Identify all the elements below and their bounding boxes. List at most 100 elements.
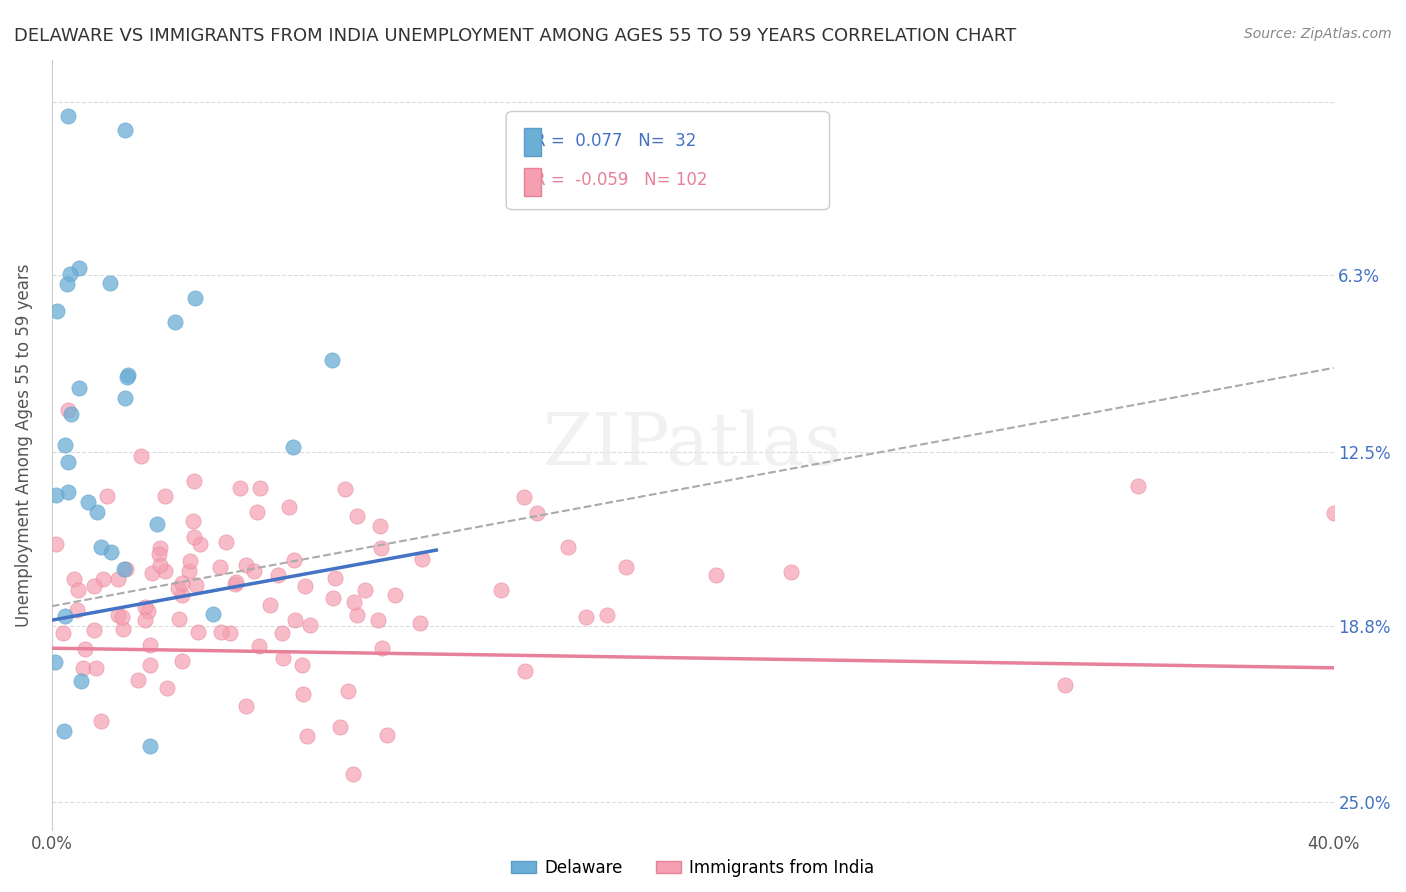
Point	[44, 655, 66, 669]
Point	[259, 598, 281, 612]
Point	[167, 581, 190, 595]
Point	[224, 577, 246, 591]
Point	[127, 673, 149, 688]
Point	[367, 613, 389, 627]
Text: R =  0.077   N=  32: R = 0.077 N= 32	[534, 132, 696, 150]
Point	[138, 638, 160, 652]
Point	[209, 625, 232, 640]
Point	[294, 579, 316, 593]
Point	[277, 500, 299, 514]
Point	[52, 723, 75, 738]
Point	[55, 277, 77, 291]
Point	[346, 509, 368, 524]
Point	[59, 407, 82, 421]
Point	[228, 482, 250, 496]
Point	[53, 608, 76, 623]
Point	[188, 537, 211, 551]
Point	[614, 559, 637, 574]
Point	[184, 291, 207, 305]
Point	[283, 553, 305, 567]
Point	[153, 489, 176, 503]
Point	[84, 660, 107, 674]
Point	[156, 681, 179, 696]
Point	[69, 674, 91, 689]
Point	[343, 594, 366, 608]
Point	[219, 626, 242, 640]
Point	[575, 610, 598, 624]
Point	[513, 490, 536, 504]
Legend: Delaware, Immigrants from India: Delaware, Immigrants from India	[505, 853, 882, 884]
Point	[596, 607, 619, 622]
Point	[183, 475, 205, 489]
Point	[291, 657, 314, 672]
Point	[149, 558, 172, 573]
Text: ZIPatlas: ZIPatlas	[543, 409, 842, 480]
Point	[298, 618, 321, 632]
Point	[146, 516, 169, 531]
Point	[148, 541, 170, 555]
Point	[333, 482, 356, 496]
Point	[52, 626, 75, 640]
Point	[321, 352, 343, 367]
Point	[292, 687, 315, 701]
Point	[93, 572, 115, 586]
Point	[170, 588, 193, 602]
Point	[56, 109, 79, 123]
Point	[322, 591, 344, 605]
Point	[186, 624, 208, 639]
Point	[353, 582, 375, 597]
Point	[112, 562, 135, 576]
Point	[45, 488, 67, 502]
Point	[63, 572, 86, 586]
Point	[297, 730, 319, 744]
Point	[163, 315, 186, 329]
Point	[271, 626, 294, 640]
Point	[77, 494, 100, 508]
Text: R =  -0.059   N= 102: R = -0.059 N= 102	[534, 171, 707, 189]
Point	[115, 370, 138, 384]
Point	[100, 544, 122, 558]
Point	[83, 579, 105, 593]
Point	[56, 403, 79, 417]
Point	[98, 276, 121, 290]
Point	[375, 728, 398, 742]
Point	[86, 505, 108, 519]
Point	[249, 482, 271, 496]
Point	[336, 684, 359, 698]
Text: Source: ZipAtlas.com: Source: ZipAtlas.com	[1244, 27, 1392, 41]
Point	[181, 515, 204, 529]
Point	[1126, 478, 1149, 492]
Point	[235, 699, 257, 714]
Point	[114, 391, 136, 405]
Point	[183, 530, 205, 544]
Point	[704, 568, 727, 582]
Point	[1322, 507, 1344, 521]
Point	[139, 658, 162, 673]
Point	[114, 122, 136, 136]
Point	[45, 537, 67, 551]
Point	[73, 641, 96, 656]
Point	[169, 612, 191, 626]
Point	[72, 661, 94, 675]
Point	[134, 613, 156, 627]
Point	[246, 506, 269, 520]
Point	[107, 572, 129, 586]
Point	[56, 454, 79, 468]
Point	[371, 641, 394, 656]
Point	[329, 720, 352, 734]
Point	[83, 623, 105, 637]
Point	[346, 608, 368, 623]
Point	[53, 438, 76, 452]
Point	[1053, 678, 1076, 692]
Point	[281, 440, 304, 454]
Point	[117, 368, 139, 383]
Point	[65, 603, 87, 617]
Point	[208, 560, 231, 574]
Point	[67, 261, 90, 276]
Point	[66, 582, 89, 597]
Point	[271, 650, 294, 665]
Point	[45, 303, 67, 318]
Point	[370, 541, 392, 555]
Point	[114, 562, 136, 576]
Point	[780, 565, 803, 579]
